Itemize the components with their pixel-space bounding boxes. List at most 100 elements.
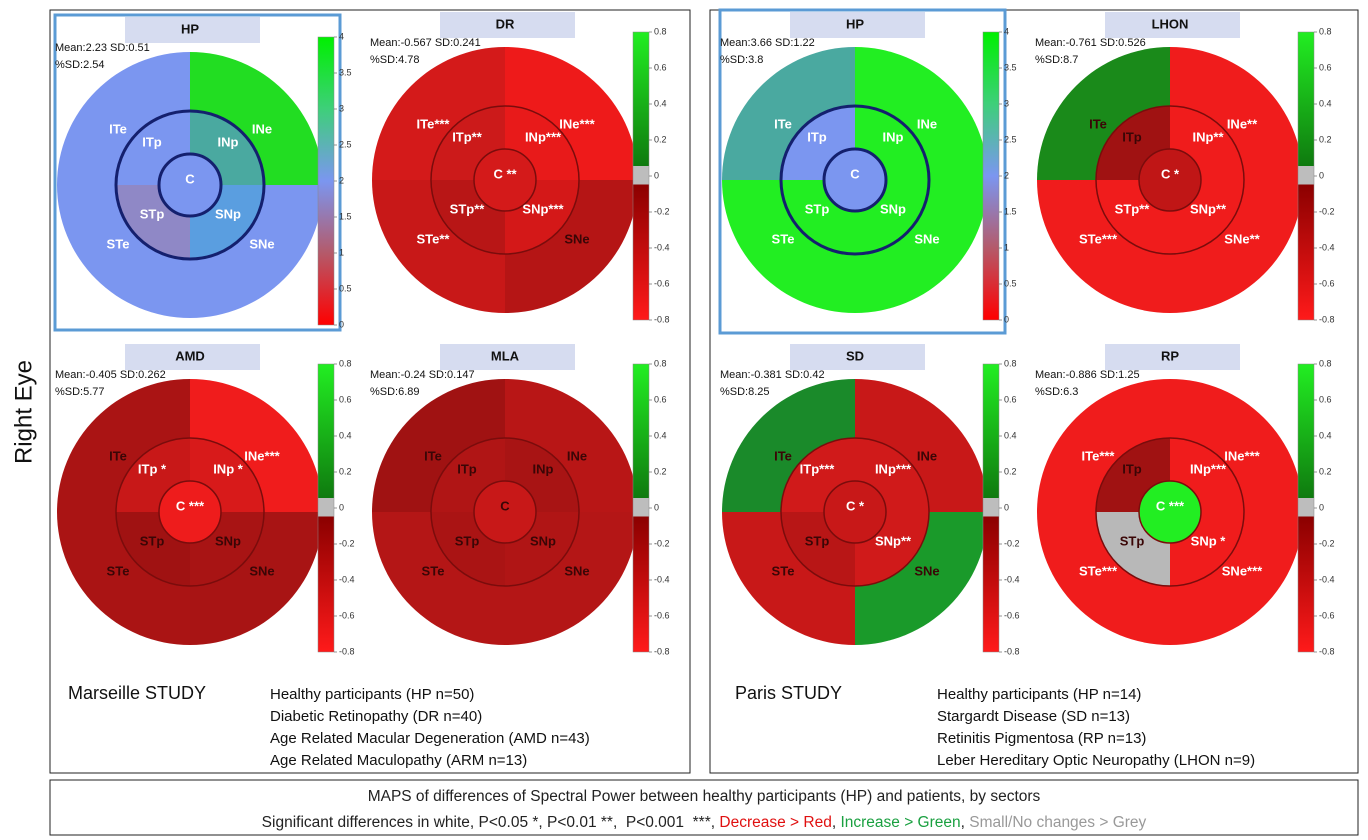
sector-label: STp** bbox=[450, 201, 486, 216]
side-label: Right Eye bbox=[10, 360, 37, 464]
footer-segment: , bbox=[832, 814, 841, 831]
title-box bbox=[440, 12, 575, 38]
colorbar-tick-label: -0.6 bbox=[654, 278, 670, 288]
sector-label: ITe bbox=[109, 121, 127, 136]
footer-segment: Increase > Green bbox=[840, 814, 960, 831]
sector-label: ITp bbox=[142, 134, 162, 149]
panel-title: AMD bbox=[175, 348, 205, 363]
colorbar-tick-label: -0.8 bbox=[1319, 646, 1335, 656]
sector-label: SNe bbox=[564, 563, 589, 578]
stats: Mean:-0.886 SD:1.25 bbox=[1035, 369, 1140, 381]
colorbar-tick-label: 0.6 bbox=[1004, 394, 1017, 404]
sd-percent: %SD:2.54 bbox=[55, 59, 105, 71]
sector-label: INp * bbox=[213, 461, 244, 476]
center-sector bbox=[474, 149, 536, 211]
sector-label: INe bbox=[252, 121, 272, 136]
sector-label: INe bbox=[567, 448, 587, 463]
footer-segment: Small/No changes > Grey bbox=[969, 814, 1146, 831]
sector-label: SNp bbox=[880, 201, 906, 216]
study-group: Healthy participants (HP n=14) bbox=[937, 686, 1141, 703]
colorbar-tick-label: 0.5 bbox=[1004, 278, 1017, 288]
stats: Mean:-0.405 SD:0.262 bbox=[55, 369, 166, 381]
colorbar-tick-label: 0.4 bbox=[654, 430, 667, 440]
sector-label: STe*** bbox=[1079, 563, 1118, 578]
center-sector bbox=[1139, 481, 1201, 543]
colorbar-tick-label: 0.6 bbox=[654, 394, 667, 404]
title-box bbox=[1105, 12, 1240, 38]
panel-title: HP bbox=[846, 16, 864, 31]
sector-label: ITp*** bbox=[800, 461, 836, 476]
title-box bbox=[125, 17, 260, 43]
sector-label: STp bbox=[455, 533, 480, 548]
colorbar-tick-label: -0.6 bbox=[1319, 610, 1335, 620]
sd-percent: %SD:5.77 bbox=[55, 386, 105, 398]
colorbar-tick-label: 1 bbox=[1004, 242, 1009, 252]
title-box bbox=[790, 12, 925, 38]
colorbar-tick-label: -0.2 bbox=[1004, 538, 1020, 548]
sector-label: C bbox=[500, 498, 510, 513]
sector-label: ITp * bbox=[138, 461, 167, 476]
sector-label: SNe*** bbox=[1222, 563, 1263, 578]
colorbar-tick-label: 0 bbox=[1004, 502, 1009, 512]
colorbar bbox=[632, 363, 650, 653]
colorbar-tick-label: -0.4 bbox=[654, 242, 670, 252]
colorbar-tick-label: -0.8 bbox=[654, 646, 670, 656]
sector-label: ITe bbox=[774, 448, 792, 463]
ring bbox=[780, 437, 930, 587]
colorbar-tick-label: 0.2 bbox=[654, 466, 667, 476]
colorbar bbox=[317, 363, 335, 653]
sector-label: STe bbox=[422, 563, 445, 578]
sector-label: STp** bbox=[1115, 201, 1151, 216]
sector-label: ITe bbox=[774, 116, 792, 131]
colorbar-tick-label: 0.8 bbox=[654, 26, 667, 36]
colorbar-tick-label: 0 bbox=[339, 502, 344, 512]
study-group: Retinitis Pigmentosa (RP n=13) bbox=[937, 730, 1146, 747]
sector-label: ITp bbox=[1122, 461, 1142, 476]
colorbar-tick-label: 0 bbox=[654, 170, 659, 180]
sector-label: INe** bbox=[1227, 116, 1258, 131]
colorbar-tick-label: -0.6 bbox=[654, 610, 670, 620]
sector-label: ITp bbox=[1122, 129, 1142, 144]
colorbar-tick-label: 0.4 bbox=[339, 430, 352, 440]
panel-title: MLA bbox=[491, 348, 520, 363]
stats: Mean:-0.567 SD:0.241 bbox=[370, 37, 481, 49]
colorbar-tick-label: -0.8 bbox=[1004, 646, 1020, 656]
stats: Mean:-0.24 SD:0.147 bbox=[370, 369, 475, 381]
colorbar-tick-label: 0.8 bbox=[1319, 26, 1332, 36]
sd-percent: %SD:6.3 bbox=[1035, 386, 1078, 398]
sector-label: STe*** bbox=[1079, 231, 1118, 246]
right-frame bbox=[709, 9, 1359, 774]
ring bbox=[473, 480, 537, 544]
sector-label: SNp bbox=[215, 533, 241, 548]
colorbar-tick-label: -0.2 bbox=[654, 538, 670, 548]
colorbar-tick-label: 0 bbox=[654, 502, 659, 512]
sector-label: ITp bbox=[457, 461, 477, 476]
sector-map bbox=[722, 379, 988, 645]
center-sector bbox=[159, 481, 221, 543]
ring bbox=[1138, 480, 1202, 544]
sd-percent: %SD:4.78 bbox=[370, 54, 420, 66]
sector-label: ITp** bbox=[452, 129, 483, 144]
sector-label: SNe bbox=[249, 563, 274, 578]
sector-label: SNe bbox=[249, 236, 274, 251]
colorbar bbox=[982, 363, 1000, 653]
sd-percent: %SD:8.25 bbox=[720, 386, 770, 398]
left-frame bbox=[49, 9, 691, 774]
footer-line: Significant differences in white, P<0.05… bbox=[262, 814, 1147, 831]
ring bbox=[430, 105, 580, 255]
study-name: Paris STUDY bbox=[735, 683, 842, 703]
study-group: Leber Hereditary Optic Neuropathy (LHON … bbox=[937, 752, 1255, 769]
sector-label: INp** bbox=[1192, 129, 1224, 144]
sector-label: C bbox=[850, 166, 860, 181]
colorbar-tick-label: 0.8 bbox=[1319, 358, 1332, 368]
sd-percent: %SD:3.8 bbox=[720, 54, 763, 66]
highlight-frame bbox=[718, 8, 1007, 335]
colorbar-tick-label: -0.6 bbox=[1004, 610, 1020, 620]
ring bbox=[158, 480, 222, 544]
sector-label: ITe bbox=[109, 448, 127, 463]
sector-label: C *** bbox=[176, 498, 205, 513]
sector-label: SNp bbox=[215, 206, 241, 221]
colorbar-tick-label: -0.8 bbox=[654, 314, 670, 324]
sector-map bbox=[57, 52, 323, 318]
colorbar bbox=[1297, 31, 1315, 321]
